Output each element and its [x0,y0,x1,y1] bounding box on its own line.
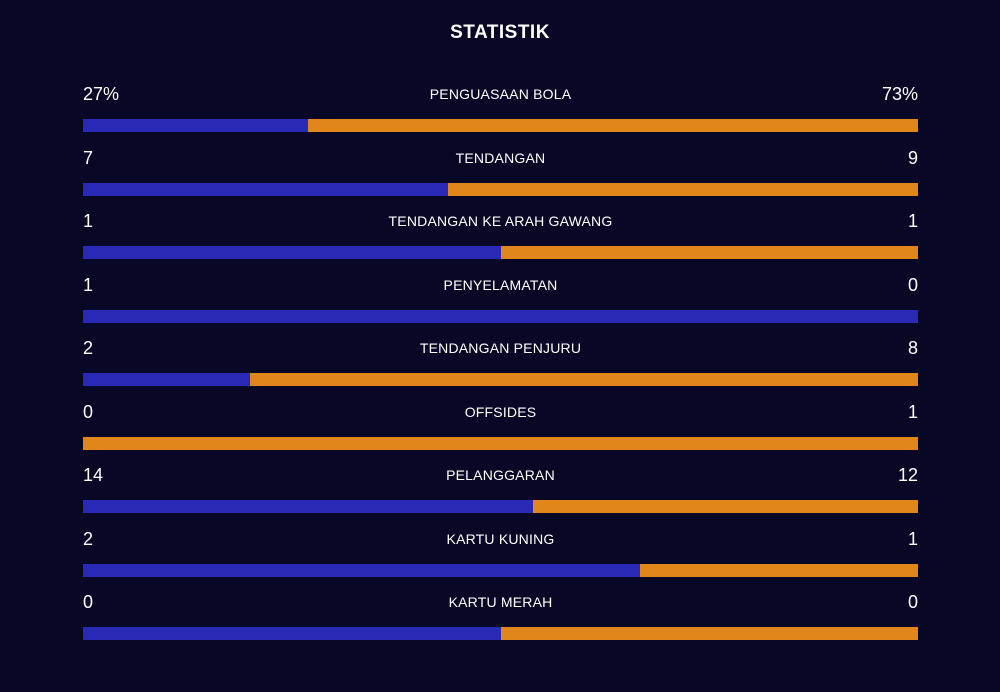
home-value: 7 [83,147,94,168]
home-bar-segment [83,563,640,577]
stat-label: TENDANGAN PENJURU [419,340,582,356]
stat-row: 1 PENYELAMATAN 0 [83,271,918,335]
stat-label: OFFSIDES [464,403,537,420]
comparison-bar [83,119,918,132]
home-value: 2 [83,528,94,549]
home-bar-segment [83,246,501,259]
stat-label: PELANGGARAN [446,467,555,483]
home-bar-segment [83,309,918,323]
away-value: 0 [907,592,918,612]
stat-row: 0 OFFSIDES 1 [83,398,918,462]
home-value: 1 [83,274,94,295]
stat-row: 1 TENDANGAN KE ARAH GAWANG 1 [83,207,918,271]
comparison-bar [83,373,918,386]
away-bar-segment [500,627,918,640]
away-value: 12 [897,465,918,485]
stat-row: 2 TENDANGAN PENJURU 8 [83,334,918,398]
comparison-bar [83,627,918,640]
stat-label: KARTU KUNING [446,530,555,547]
away-value: 1 [907,401,918,422]
away-bar-segment [500,246,918,259]
comparison-bar [83,182,918,196]
away-bar-segment [639,563,918,577]
comparison-bar [83,563,918,577]
away-bar-segment [83,436,918,450]
stat-label: TENDANGAN [455,149,546,166]
home-value: 1 [83,211,94,231]
home-bar-segment [83,373,250,386]
away-value: 0 [907,274,918,295]
stat-label: TENDANGAN KE ARAH GAWANG [388,213,613,229]
comparison-bar [83,309,918,323]
away-value: 1 [907,211,918,231]
home-bar-segment [83,119,309,132]
comparison-bar [83,436,918,450]
comparison-bar [83,246,918,259]
stat-row: 14 PELANGGARAN 12 [83,461,918,525]
away-bar-segment [532,500,918,513]
stat-row: 7 TENDANGAN 9 [83,144,918,208]
home-value: 0 [83,401,94,422]
home-value: 14 [83,465,104,485]
panel-title: STATISTIK [450,22,550,43]
home-bar-segment [83,627,501,640]
away-value: 9 [907,147,918,168]
away-bar-segment [448,182,918,196]
away-bar-segment [250,373,918,386]
stat-label: PENGUASAAN BOLA [429,86,572,102]
home-bar-segment [83,500,533,513]
away-value: 8 [907,338,918,358]
home-bar-segment [83,182,449,196]
stat-label: PENYELAMATAN [443,276,558,293]
away-bar-segment [308,119,918,132]
away-value: 73% [881,84,918,104]
stat-label: KARTU MERAH [448,594,553,610]
away-value: 1 [907,528,918,549]
home-value: 2 [83,338,94,358]
stat-row: 27% PENGUASAAN BOLA 73% [83,80,918,144]
home-value: 27% [83,84,120,104]
stat-row: 2 KARTU KUNING 1 [83,525,918,589]
comparison-bar [83,500,918,513]
home-value: 0 [83,592,94,612]
stat-row: 0 KARTU MERAH 0 [83,588,918,652]
stat-list: 27% PENGUASAAN BOLA 73% 7 TENDANGAN 9 1 TENDANG… [83,80,918,652]
